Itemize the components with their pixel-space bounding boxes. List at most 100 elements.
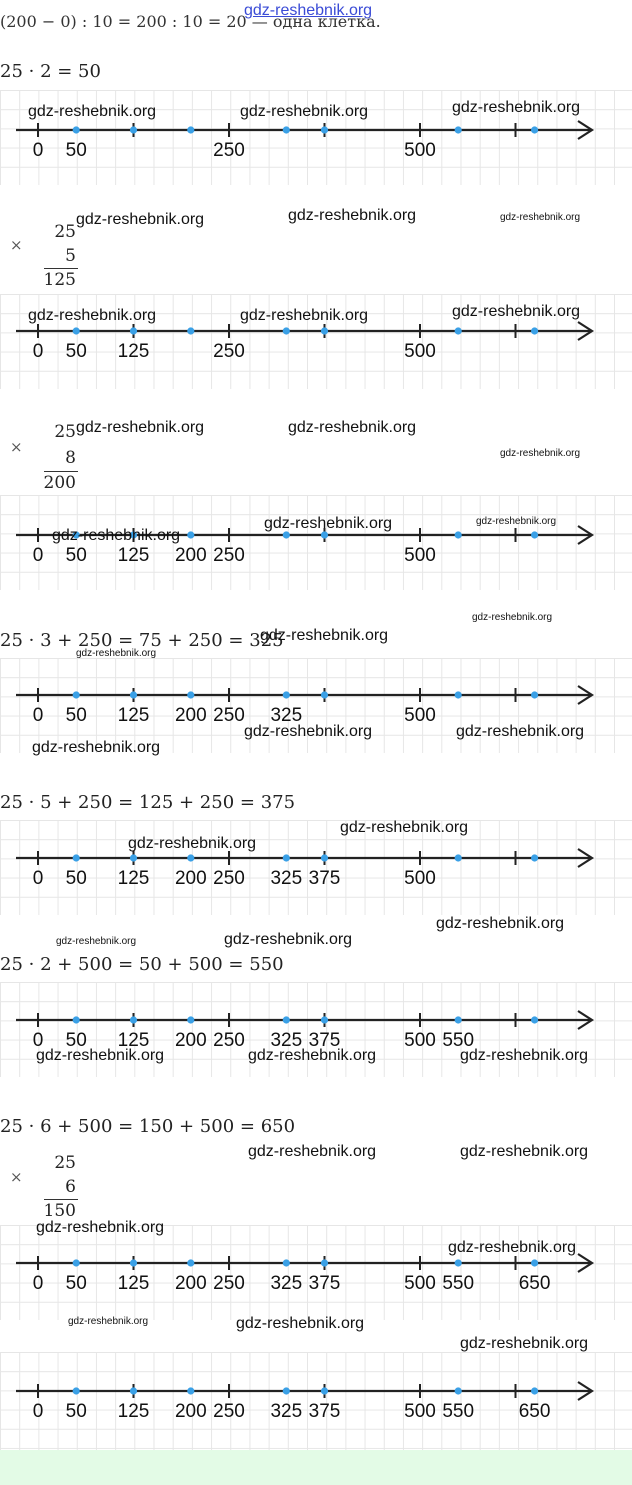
axis-point — [531, 1387, 539, 1395]
axis-label: 125 — [118, 1401, 150, 1422]
mult-result: 125 — [43, 270, 76, 290]
axis-point — [531, 691, 539, 699]
axis-label: 0 — [33, 140, 44, 161]
axis-point — [454, 854, 462, 862]
axis-point — [282, 327, 290, 335]
equation-2: 25 · 3 + 250 = 75 + 250 = 325 — [0, 630, 284, 651]
watermark: gdz-reshebnik.org — [456, 723, 585, 740]
axis-point — [282, 1387, 290, 1395]
axis-arrow — [577, 525, 595, 545]
grid-panel-6 — [0, 982, 632, 1077]
axis-label: 650 — [519, 1401, 551, 1422]
axis-label: 500 — [404, 1273, 436, 1294]
watermark: gdz-reshebnik.org — [28, 307, 157, 324]
site-link[interactable]: gdz-reshebnik.org — [244, 2, 373, 19]
number-line-8: 0 50 125 200 250 325 375 500 550 650 — [16, 1381, 595, 1422]
equation-5: 25 · 6 + 500 = 150 + 500 = 650 — [0, 1116, 296, 1137]
grid-panel-8 — [0, 1352, 632, 1450]
axis-label: 200 — [175, 868, 207, 889]
axis-point — [320, 854, 329, 862]
watermark: gdz-reshebnik.org — [476, 516, 557, 527]
grid-panel-4 — [0, 658, 632, 753]
axis-point — [320, 1259, 329, 1267]
axis-point — [129, 327, 138, 335]
axis-point — [454, 691, 462, 699]
axis-label: 250 — [213, 140, 245, 161]
axis-point — [129, 854, 138, 862]
bottom-band — [0, 1450, 632, 1485]
equation-3: 25 · 5 + 250 = 125 + 250 = 375 — [0, 792, 296, 813]
axis-label: 125 — [118, 1273, 150, 1294]
axis-label: 0 — [33, 1030, 44, 1051]
axis-label: 0 — [33, 1401, 44, 1422]
axis-arrow — [577, 1253, 595, 1273]
axis-label: 375 — [309, 1273, 341, 1294]
axis-label: 325 — [270, 1273, 302, 1294]
axis-label: 375 — [309, 868, 341, 889]
axis-point — [320, 1016, 329, 1024]
axis-label: 250 — [213, 868, 245, 889]
axis-point — [531, 1259, 539, 1267]
mult-factor: 8 — [65, 448, 76, 468]
axis-label: 375 — [309, 1401, 341, 1422]
watermark: gdz-reshebnik.org — [244, 723, 373, 740]
axis-label: 550 — [442, 1030, 474, 1051]
axis-label: 250 — [213, 341, 245, 362]
axis-label: 375 — [309, 1030, 341, 1051]
axis-label: 200 — [175, 545, 207, 566]
watermark: gdz-reshebnik.org — [236, 1315, 365, 1332]
number-line-5: 0 50 125 200 250 325 375 500 — [16, 848, 595, 889]
watermark: gdz-reshebnik.org — [288, 419, 417, 436]
axis-point — [187, 327, 195, 335]
axis-arrow — [577, 321, 595, 341]
axis-point — [531, 854, 539, 862]
axis-point — [187, 1259, 195, 1267]
axis-arrow — [577, 848, 595, 868]
axis-label: 125 — [118, 341, 150, 362]
watermark: gdz-reshebnik.org — [128, 835, 257, 852]
watermark: gdz-reshebnik.org — [472, 612, 553, 623]
axis-point — [72, 327, 80, 335]
watermark: gdz-reshebnik.org — [52, 527, 181, 544]
watermark: gdz-reshebnik.org — [460, 1335, 589, 1352]
axis-label: 550 — [442, 1401, 474, 1422]
axis-point — [282, 1259, 290, 1267]
times-sign: × — [10, 438, 23, 456]
axis-point — [320, 691, 329, 699]
axis-label: 325 — [270, 1030, 302, 1051]
axis-point — [187, 1016, 195, 1024]
axis-point — [454, 1387, 462, 1395]
axis-label: 50 — [66, 1030, 87, 1051]
axis-label: 50 — [66, 1401, 87, 1422]
axis-label: 50 — [66, 140, 87, 161]
axis-label: 0 — [33, 1273, 44, 1294]
axis-point — [320, 327, 329, 335]
axis-point — [282, 691, 290, 699]
watermark: gdz-reshebnik.org — [36, 1047, 165, 1064]
multiplication-1: × 25 5 125 — [0, 210, 100, 290]
grid-panel-1 — [0, 90, 632, 185]
times-sign: × — [10, 1168, 23, 1186]
axis-point — [454, 531, 462, 539]
axis-point — [129, 531, 138, 539]
axis-label: 325 — [270, 868, 302, 889]
axis-label: 50 — [66, 705, 87, 726]
axis-label: 500 — [404, 545, 436, 566]
watermark: gdz-reshebnik.org — [448, 1239, 577, 1256]
watermark: gdz-reshebnik.org — [76, 419, 205, 436]
mult-result: 150 — [43, 1201, 76, 1221]
axis-label: 200 — [175, 1030, 207, 1051]
axis-label: 325 — [270, 1401, 302, 1422]
axis-point — [531, 1016, 539, 1024]
axis-label: 50 — [66, 1273, 87, 1294]
number-line-2: 0 50 125 250 500 — [16, 321, 595, 362]
watermark: gdz-reshebnik.org — [260, 627, 389, 644]
axis-point — [72, 1016, 80, 1024]
mult-top: 25 — [54, 1153, 76, 1173]
axis-label: 200 — [175, 1273, 207, 1294]
axis-point — [320, 531, 329, 539]
number-line-6: 0 50 125 200 250 325 375 500 550 — [16, 1010, 595, 1051]
watermark: gdz-reshebnik.org — [56, 936, 137, 947]
multiplication-2: × 25 8 200 — [0, 420, 100, 500]
watermark: gdz-reshebnik.org — [32, 739, 161, 756]
